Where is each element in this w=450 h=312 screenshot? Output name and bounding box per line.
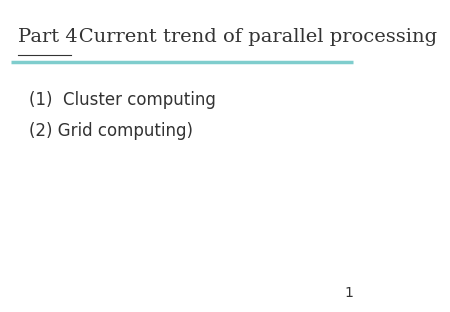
Text: Current trend of parallel processing: Current trend of parallel processing — [60, 28, 437, 46]
Text: 1: 1 — [344, 285, 353, 300]
Text: Part 4: Part 4 — [18, 28, 78, 46]
Text: (1)  Cluster computing: (1) Cluster computing — [29, 91, 216, 109]
Text: (2) Grid computing): (2) Grid computing) — [29, 122, 193, 140]
